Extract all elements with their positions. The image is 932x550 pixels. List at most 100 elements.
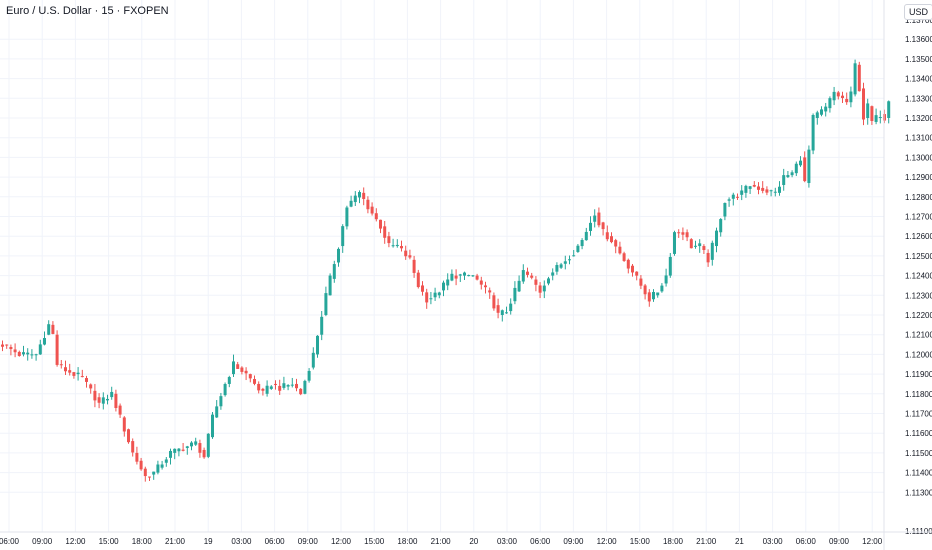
candle-body-down	[97, 397, 101, 403]
candle	[610, 232, 613, 244]
candle	[353, 191, 357, 206]
candle	[253, 375, 256, 386]
candle-body-up	[790, 172, 794, 176]
candle-body-up	[106, 398, 109, 401]
y-tick-label: 1.11600	[905, 429, 932, 438]
candle-body-up	[303, 380, 307, 394]
candle-body-up	[878, 117, 882, 119]
y-tick-label: 1.12500	[905, 252, 932, 261]
candles	[1, 59, 891, 482]
y-tick-label: 1.12100	[905, 331, 932, 340]
candle-body-down	[752, 184, 756, 187]
x-tick-label: 06:00	[265, 537, 286, 546]
candle	[194, 437, 198, 446]
candle	[395, 239, 399, 248]
x-tick-label: 12:00	[597, 537, 618, 546]
candle	[383, 220, 387, 244]
candle	[26, 348, 30, 361]
candle	[68, 363, 72, 376]
candle-body-up	[580, 240, 584, 247]
candle	[450, 269, 454, 282]
candle-body-up	[286, 385, 290, 387]
candle-body-up	[190, 442, 193, 447]
candle-body-down	[454, 275, 458, 279]
candle-body-down	[639, 278, 643, 286]
candle	[505, 306, 508, 314]
candle	[55, 330, 59, 367]
candle	[530, 272, 534, 280]
candle	[185, 445, 189, 455]
candle-body-down	[761, 187, 765, 191]
candle-body-up	[429, 298, 433, 300]
candle	[584, 227, 588, 241]
candle	[463, 271, 466, 280]
candle	[64, 360, 67, 376]
candle	[202, 447, 206, 459]
candle	[9, 344, 13, 356]
candle	[206, 433, 210, 459]
candle-body-up	[719, 219, 723, 233]
candle-body-down	[93, 390, 97, 401]
candle-body-up	[358, 192, 361, 198]
candle-body-up	[311, 352, 315, 368]
candle	[446, 273, 450, 291]
candle-body-up	[576, 245, 580, 252]
candle	[794, 161, 798, 177]
candle	[349, 195, 353, 208]
candle	[80, 369, 84, 378]
candle-body-up	[849, 91, 853, 103]
candle	[181, 442, 185, 452]
candle	[299, 387, 303, 396]
candle-body-up	[177, 448, 181, 452]
candle-body-down	[408, 255, 412, 258]
x-tick-label: 06:00	[530, 537, 551, 546]
candle	[631, 263, 634, 277]
candle	[387, 231, 391, 248]
candle-body-up	[652, 292, 655, 300]
candle	[647, 289, 651, 307]
candle	[828, 96, 832, 113]
candle-body-down	[647, 292, 651, 302]
candle-body-down	[484, 285, 487, 288]
candle-body-up	[505, 312, 508, 314]
candle	[404, 245, 408, 260]
candle	[257, 381, 261, 394]
candle	[513, 281, 517, 305]
candle	[551, 268, 555, 281]
candle	[471, 274, 475, 277]
candle-body-up	[47, 324, 51, 335]
candle-body-up	[807, 149, 811, 184]
y-tick-label: 1.13400	[905, 75, 932, 84]
candle	[761, 181, 765, 194]
candle-body-up	[786, 175, 790, 178]
candle-body-down	[64, 367, 67, 372]
candle-body-up	[664, 275, 668, 284]
x-tick-label: 18:00	[397, 537, 418, 546]
candle-body-up	[215, 406, 219, 418]
candle-body-down	[610, 236, 613, 243]
candle	[173, 448, 177, 460]
candle	[261, 387, 265, 396]
candle	[660, 283, 664, 293]
candle-body-down	[412, 259, 416, 273]
candle	[320, 311, 324, 341]
y-tick-label: 1.12300	[905, 291, 932, 300]
currency-badge[interactable]: USD	[904, 4, 932, 20]
candle-body-up	[337, 248, 340, 263]
candle	[76, 367, 80, 381]
candle	[366, 196, 370, 214]
candle-body-down	[362, 192, 366, 199]
candle-body-up	[673, 232, 676, 254]
candle	[442, 280, 445, 297]
candle	[517, 275, 521, 293]
candle	[391, 238, 395, 248]
candle	[316, 335, 319, 358]
candle	[278, 379, 282, 395]
candle-body-up	[820, 109, 823, 115]
candle	[337, 247, 340, 267]
candle	[30, 349, 34, 359]
candle	[593, 209, 597, 228]
candle	[492, 292, 496, 311]
candle-body-down	[278, 385, 282, 391]
